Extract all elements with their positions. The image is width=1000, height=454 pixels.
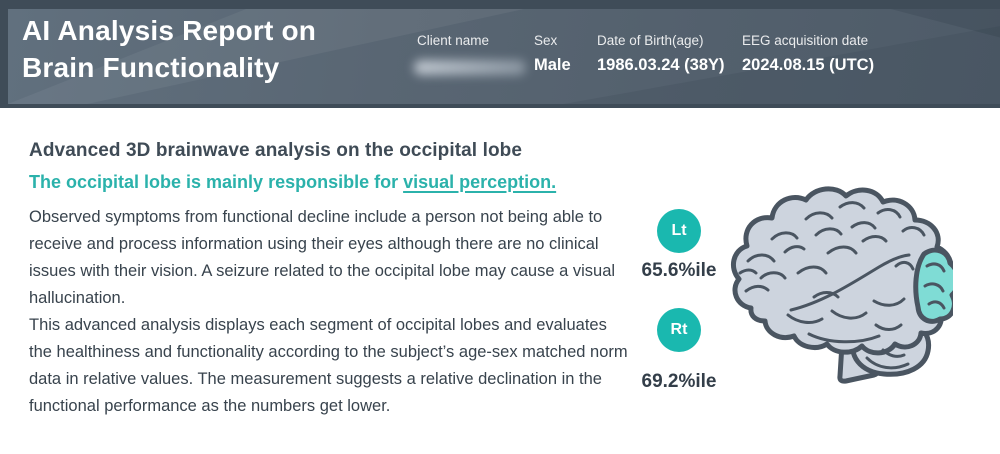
header-panel <box>8 9 1000 104</box>
report-header: AI Analysis Report on Brain Functionalit… <box>0 0 1000 108</box>
field-value-eeg-date: 2024.08.15 (UTC) <box>742 56 875 74</box>
occipital-lobe-highlight <box>913 247 961 324</box>
report-title: AI Analysis Report on Brain Functionalit… <box>22 15 317 83</box>
gyri-lines <box>738 201 926 370</box>
lt-percentile-value: 65.6%ile <box>641 260 717 281</box>
field-label-client-name: Client name <box>417 33 490 48</box>
analysis-paragraph-2: This advanced analysis displays each seg… <box>29 316 628 415</box>
lt-badge: Lt <box>657 209 701 253</box>
field-label-sex: Sex <box>534 33 558 48</box>
brain-illustration <box>729 184 961 388</box>
section-subheading: The occipital lobe is mainly responsible… <box>29 172 689 193</box>
field-label-dob: Date of Birth(age) <box>597 33 704 48</box>
field-value-dob: 1986.03.24 (38Y) <box>597 56 725 74</box>
client-name-redacted <box>414 60 526 75</box>
rt-percentile-value: 69.2%ile <box>641 371 717 392</box>
visual-perception-emphasis: visual perception. <box>403 172 557 192</box>
rt-badge: Rt <box>657 308 701 352</box>
field-value-sex: Male <box>534 56 571 74</box>
section-heading: Advanced 3D brainwave analysis on the oc… <box>29 140 523 161</box>
analysis-description: Observed symptoms from functional declin… <box>29 204 633 420</box>
field-label-eeg-date: EEG acquisition date <box>742 33 869 48</box>
subheading-prefix: The occipital lobe is mainly responsible… <box>29 172 404 192</box>
analysis-paragraph-1: Observed symptoms from functional declin… <box>29 208 616 307</box>
occipital-gyri-lines <box>923 262 946 310</box>
